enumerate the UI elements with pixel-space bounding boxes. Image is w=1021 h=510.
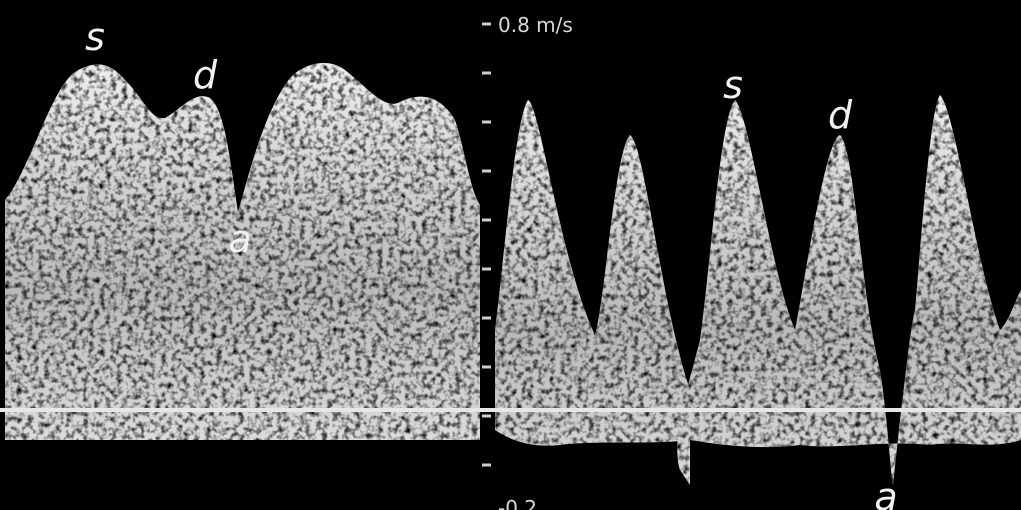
- scale-tick: [482, 414, 491, 418]
- scale-tick: [482, 120, 491, 124]
- scale-tick: [482, 267, 491, 271]
- right-spectrum: [495, 95, 1021, 485]
- scale-tick: [482, 316, 491, 320]
- scale-tick: [482, 22, 491, 26]
- scale-bottom-label: -0.2: [498, 496, 537, 510]
- a-label: a: [874, 475, 897, 510]
- scale-tick: [482, 365, 491, 369]
- scale-ticks: [482, 22, 491, 467]
- scale-tick: [482, 218, 491, 222]
- s-label: s: [85, 15, 105, 59]
- scale-tick: [482, 169, 491, 173]
- a-label: a: [228, 217, 251, 261]
- scale-top-label: 0.8 m/s: [498, 13, 573, 37]
- scale-tick: [482, 463, 491, 467]
- scale-tick: [482, 71, 491, 75]
- left-spectrum: [5, 63, 480, 440]
- d-label: d: [193, 53, 218, 97]
- baseline: [0, 408, 1021, 412]
- s-label: s: [723, 63, 743, 107]
- d-label: d: [828, 93, 853, 137]
